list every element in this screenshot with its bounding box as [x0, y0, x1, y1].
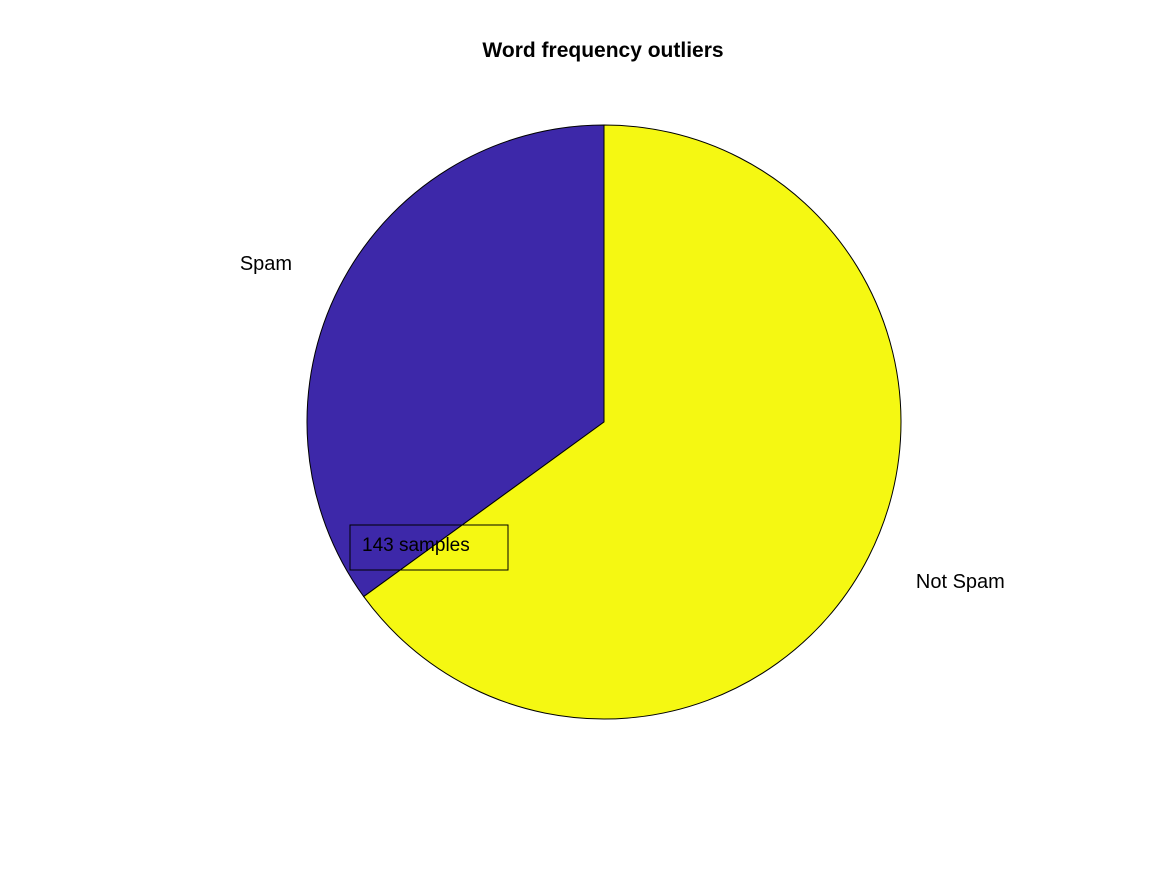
annotation-text: 143 samples: [362, 535, 470, 556]
pie-slice-labels: Spam Not Spam: [240, 253, 1005, 593]
annotation-box: 143 samples: [349, 524, 509, 571]
pie-slices: [306, 124, 902, 720]
pie-slice-label-not-spam: Not Spam: [916, 571, 1005, 593]
pie-slice-spam: [306, 124, 605, 598]
annotation-box-border: [349, 524, 509, 571]
pie-slice-label-spam: Spam: [240, 253, 292, 275]
chart-title: Word frequency outliers: [482, 39, 723, 62]
